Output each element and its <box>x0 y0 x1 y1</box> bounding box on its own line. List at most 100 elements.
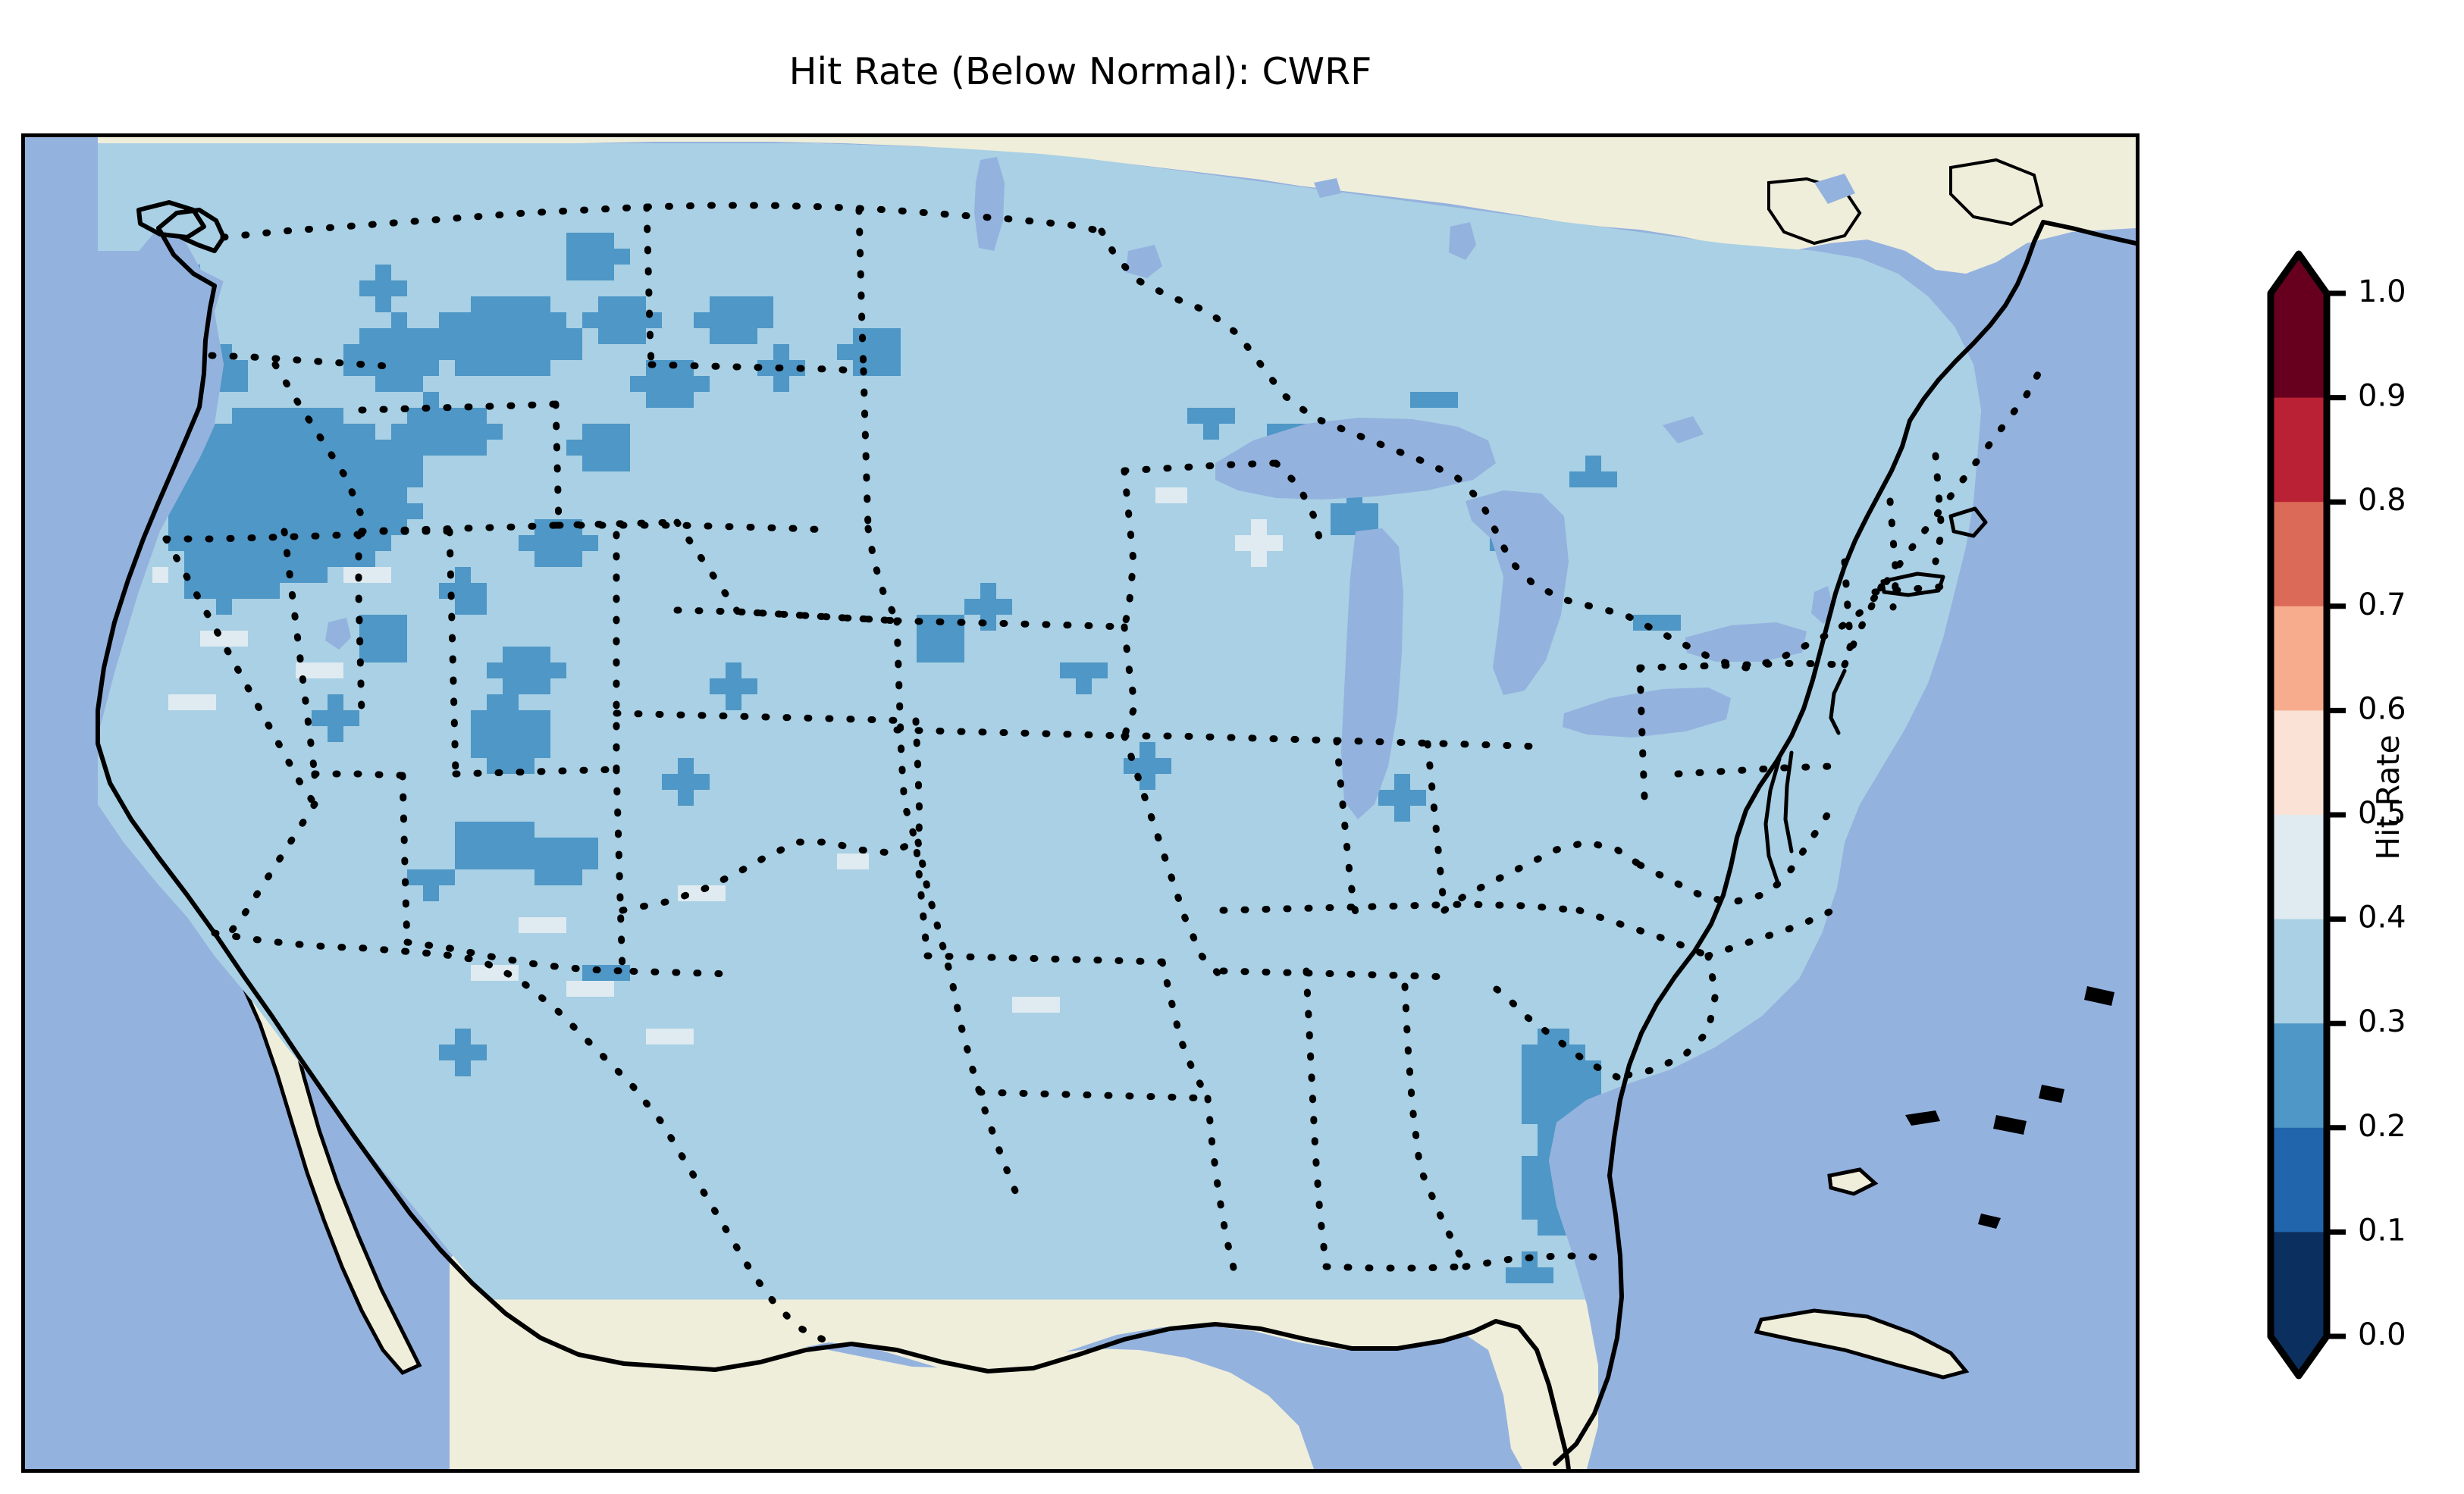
hit-rate-cell <box>312 503 328 520</box>
hit-rate-cell <box>391 456 408 472</box>
hit-rate-cell <box>948 217 965 233</box>
hit-rate-cell <box>789 280 806 297</box>
hit-rate-cell <box>1585 551 1602 568</box>
hit-rate-cell <box>805 217 822 233</box>
hit-rate-cell <box>1633 233 1650 249</box>
hit-rate-cell <box>1458 392 1475 409</box>
hit-rate-cell <box>423 471 440 488</box>
hit-rate-cell <box>869 519 886 536</box>
hit-rate-cell <box>933 440 949 456</box>
hit-rate-cell <box>121 143 137 154</box>
hit-rate-cell <box>1776 551 1793 568</box>
hit-rate-cell <box>519 424 535 440</box>
hit-rate-cell <box>1904 440 1920 456</box>
hit-rate-cell <box>1060 169 1077 186</box>
hit-rate-cell <box>455 360 472 377</box>
hit-rate-cell <box>1346 360 1363 377</box>
hit-rate-cell <box>1267 360 1284 377</box>
hit-rate-cell <box>757 678 774 695</box>
hit-rate-cell <box>933 567 949 584</box>
hit-rate-cell <box>407 280 424 297</box>
hit-rate-cell <box>1108 376 1124 393</box>
hit-rate-cell <box>1665 408 1682 424</box>
hit-rate-cell <box>375 312 392 329</box>
hit-rate-cell <box>1808 487 1825 504</box>
hit-rate-cell <box>550 312 567 329</box>
hit-rate-cell <box>964 471 981 488</box>
hit-rate-cell <box>1346 503 1363 520</box>
hit-rate-cell <box>1713 265 1729 281</box>
hit-rate-cell <box>773 249 790 265</box>
hit-rate-cell <box>1251 424 1268 440</box>
hit-rate-cell <box>1490 376 1506 393</box>
hit-rate-cell <box>1092 615 1108 631</box>
hit-rate-cell <box>1713 392 1729 409</box>
hit-rate-cell <box>1028 647 1045 663</box>
hit-rate-cell <box>773 185 790 202</box>
hit-rate-cell <box>630 471 647 488</box>
hit-rate-cell <box>1108 647 1124 663</box>
hit-rate-cell <box>328 143 344 154</box>
hit-rate-cell <box>901 424 917 440</box>
hit-rate-cell <box>1187 249 1204 265</box>
hit-rate-cell <box>1538 392 1554 409</box>
hit-rate-cell <box>678 615 694 631</box>
hit-rate-cell <box>694 392 710 409</box>
hit-rate-cell <box>805 392 822 409</box>
hit-rate-cell <box>1920 408 1936 424</box>
hit-rate-cell <box>1824 456 1841 472</box>
hit-rate-cell <box>391 312 408 329</box>
hit-rate-cell <box>933 296 949 313</box>
hit-rate-cell <box>1617 647 1634 663</box>
hit-rate-cell <box>1824 280 1841 297</box>
hit-rate-cell <box>1076 599 1092 615</box>
hit-rate-cell <box>1315 233 1331 249</box>
hit-rate-cell <box>439 694 456 711</box>
hit-rate-cell <box>1585 344 1602 361</box>
hit-rate-cell <box>1060 647 1077 663</box>
hit-rate-cell <box>216 456 233 472</box>
hit-rate-cell <box>1394 265 1411 281</box>
hit-rate-cell <box>184 153 201 170</box>
hit-rate-cell <box>423 662 440 679</box>
hit-rate-cell <box>1362 217 1379 233</box>
hit-rate-cell <box>1140 662 1156 679</box>
hit-rate-cell <box>741 742 758 759</box>
hit-rate-cell <box>1012 344 1029 361</box>
hit-rate-cell <box>917 599 933 615</box>
hit-rate-cell <box>694 694 710 711</box>
hit-rate-cell <box>1378 265 1395 281</box>
hit-rate-cell <box>487 233 503 249</box>
hit-rate-cell <box>296 265 312 281</box>
hit-rate-cell <box>200 710 217 727</box>
hit-rate-cell <box>280 217 296 233</box>
hit-rate-cell <box>598 185 615 202</box>
hit-rate-cell <box>471 376 487 393</box>
hit-rate-cell <box>1904 296 1920 313</box>
hit-rate-cell <box>869 678 886 695</box>
hit-rate-cell <box>343 503 360 520</box>
hit-rate-cell <box>662 551 679 568</box>
hit-rate-cell <box>296 726 312 743</box>
hit-rate-cell <box>1681 615 1698 631</box>
hit-rate-cell <box>423 694 440 711</box>
hit-rate-cell <box>948 599 965 615</box>
hit-rate-cell <box>885 265 901 281</box>
hit-rate-cell <box>550 535 567 552</box>
hit-rate-cell <box>168 169 185 186</box>
hit-rate-cell <box>710 487 726 504</box>
hit-rate-cell <box>534 217 551 233</box>
hit-rate-cell <box>598 487 615 504</box>
hit-rate-cell <box>1745 583 1761 600</box>
hit-rate-cell <box>789 440 806 456</box>
hit-rate-cell <box>933 678 949 695</box>
hit-rate-cell <box>566 233 583 249</box>
hit-rate-cell <box>1538 344 1554 361</box>
hit-rate-cell <box>789 615 806 631</box>
hit-rate-cell <box>550 678 567 695</box>
hit-rate-cell <box>152 631 169 647</box>
hit-rate-cell <box>1713 503 1729 520</box>
hit-rate-cell <box>1474 217 1491 233</box>
hit-rate-cell <box>1856 328 1873 345</box>
hit-rate-cell <box>710 265 726 281</box>
